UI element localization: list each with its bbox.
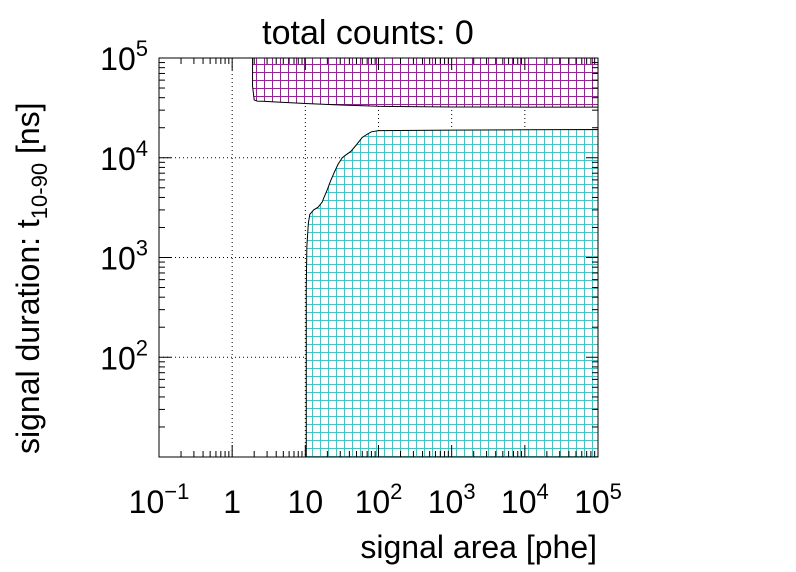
x-tick-label-6: 105 xyxy=(574,479,622,520)
plot-regions xyxy=(252,58,598,457)
y-tick-label-1: 103 xyxy=(100,236,148,277)
x-tick-label-0: 10−1 xyxy=(129,479,190,520)
y-axis-label-subscript: 10-90 xyxy=(27,163,52,219)
region-1 xyxy=(305,128,598,457)
chart-title: total counts: 0 xyxy=(262,14,474,52)
x-tick-labels: 10−1 1 10 102 103 104 105 xyxy=(129,479,622,520)
region-0 xyxy=(252,58,598,108)
y-axis-label-prefix: signal duration: t xyxy=(10,219,46,454)
x-tick-label-3: 102 xyxy=(355,479,403,520)
y-axis-label-suffix: [ns] xyxy=(10,102,46,162)
x-axis-label: signal area [phe] xyxy=(360,529,597,565)
x-tick-label-5: 104 xyxy=(501,479,549,520)
x-tick-label-4: 103 xyxy=(428,479,476,520)
y-tick-label-3: 105 xyxy=(100,36,148,77)
y-axis-label: signal duration: t10-90 [ns] xyxy=(10,102,52,454)
y-tick-label-2: 104 xyxy=(100,136,148,177)
plot-frame xyxy=(158,57,599,458)
y-tick-label-0: 102 xyxy=(100,335,148,376)
x-tick-label-1: 1 xyxy=(223,484,241,520)
y-tick-labels: 102 103 104 105 xyxy=(100,36,148,376)
x-tick-label-2: 10 xyxy=(288,484,324,520)
